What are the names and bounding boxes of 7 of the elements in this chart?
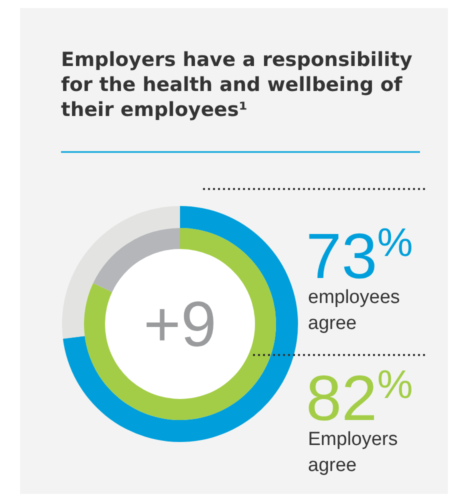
donut-slice: [84, 228, 276, 420]
text: +9: [144, 288, 216, 360]
donut-slice: [62, 206, 298, 442]
slice-label: employees agree: [308, 287, 400, 334]
slice-label: Employers agree: [308, 429, 398, 476]
donut-slice: [93, 228, 180, 292]
chart-title: Employers have a responsibility for the health and wellbeing of their employees¹: [61, 48, 413, 121]
